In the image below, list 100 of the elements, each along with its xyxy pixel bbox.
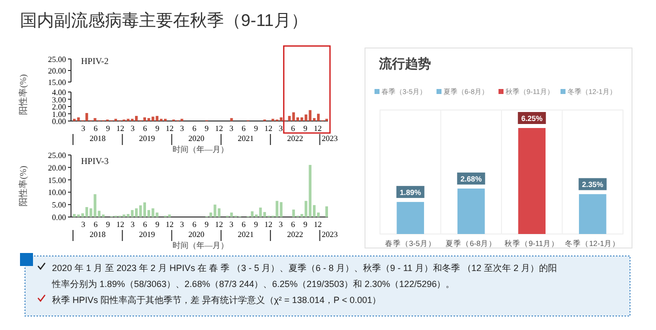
bar bbox=[77, 117, 80, 121]
x-tick-label: 9 bbox=[106, 220, 110, 229]
bar bbox=[130, 210, 134, 217]
x-tick-label: 9 bbox=[303, 220, 308, 229]
bar bbox=[85, 113, 88, 121]
bar bbox=[156, 212, 158, 217]
y-tick-label: 20.00 bbox=[48, 163, 66, 172]
text: 2019 bbox=[139, 134, 156, 143]
bar bbox=[218, 208, 220, 217]
x-tick-label: 3 bbox=[278, 220, 283, 229]
x-tick-label: 9 bbox=[155, 124, 160, 133]
bar bbox=[143, 202, 146, 217]
y-axis-title: 阳性率(%) bbox=[18, 166, 28, 206]
bar bbox=[135, 208, 138, 217]
chart-title: HPIV-2 bbox=[81, 56, 109, 66]
bar bbox=[325, 206, 328, 217]
bar bbox=[276, 200, 278, 217]
y-tick-label: 1.00 bbox=[52, 110, 66, 119]
y-axis-title: 阳性率(%) bbox=[18, 74, 28, 115]
bar bbox=[308, 164, 312, 217]
bar bbox=[126, 214, 130, 217]
y-tick-label: 2.00 bbox=[52, 102, 66, 112]
bar bbox=[304, 114, 308, 121]
x-tick-label: 9 bbox=[155, 220, 160, 229]
x-tick-label: 12 bbox=[166, 220, 174, 229]
bar bbox=[259, 208, 262, 217]
bar bbox=[135, 116, 138, 121]
x-tick-label: 9 bbox=[106, 124, 110, 133]
text: 2018 bbox=[90, 134, 106, 143]
x-tick-label: 9 bbox=[254, 124, 258, 133]
bar bbox=[317, 114, 320, 121]
x-tick-label: 3 bbox=[229, 220, 234, 229]
text: 2020 bbox=[188, 134, 204, 143]
x-tick-label: 6 bbox=[142, 124, 147, 133]
bar bbox=[230, 212, 233, 217]
chart-title: 流行趋势 bbox=[378, 56, 431, 71]
y-tick-label: 25.00 bbox=[48, 151, 66, 160]
text: 2023 bbox=[322, 134, 338, 143]
x-tick-label: 12 bbox=[264, 220, 272, 229]
x-tick-label: 3 bbox=[81, 220, 86, 229]
y-tick-label: 3.00 bbox=[52, 95, 66, 104]
x-tick-label: 3 bbox=[81, 124, 86, 133]
x-tick-label: 6 bbox=[291, 124, 296, 133]
x-tick-label: 3 bbox=[130, 124, 135, 133]
bar bbox=[250, 211, 254, 217]
text: 国内副流感病毒主要在秋季（9-11月） bbox=[20, 11, 308, 30]
chart-title: HPIV-3 bbox=[81, 156, 110, 166]
bar bbox=[214, 204, 216, 217]
bar bbox=[156, 116, 158, 121]
x-tick-label: 3 bbox=[180, 220, 184, 229]
bar bbox=[300, 117, 304, 121]
text: 2021 bbox=[238, 230, 254, 239]
text: 2023 bbox=[322, 230, 338, 239]
x-tick-label: 12 bbox=[116, 124, 124, 133]
x-tick-label: 12 bbox=[314, 124, 322, 133]
x-tick-label: 9 bbox=[254, 220, 258, 229]
bar bbox=[288, 116, 291, 121]
text: 2022 bbox=[287, 134, 304, 143]
x-tick-label: 6 bbox=[94, 220, 98, 229]
bar bbox=[85, 207, 88, 217]
text: 2019 bbox=[139, 230, 156, 239]
x-tick-label: 3 bbox=[229, 124, 234, 133]
x-axis-title: 时间（年—月） bbox=[172, 241, 228, 250]
text: 性率分别为 1.89%（58/3063）、2.68%（87/3 244）、6.25%（219/3503）和 2.30%（122/5296）。 bbox=[51, 279, 455, 289]
bar bbox=[147, 118, 150, 121]
x-tick-label: 3 bbox=[180, 124, 184, 133]
x-tick-label: 6 bbox=[142, 220, 147, 229]
bar bbox=[152, 116, 154, 121]
x-tick-label: 12 bbox=[264, 124, 272, 133]
x-tick-label: 9 bbox=[204, 124, 209, 133]
x-tick-label: 12 bbox=[215, 220, 224, 229]
y-tick-label: 0.00 bbox=[52, 213, 66, 222]
text: 2020 bbox=[188, 230, 204, 239]
y-tick-label: 15.00 bbox=[48, 176, 66, 185]
x-tick-label: 3 bbox=[130, 220, 135, 229]
text: 2018 bbox=[90, 230, 106, 239]
x-tick-label: 6 bbox=[242, 124, 246, 133]
bar bbox=[292, 112, 295, 121]
x-tick-label: 6 bbox=[94, 124, 98, 133]
y-tick-label: 10.00 bbox=[48, 188, 66, 198]
bar bbox=[308, 110, 312, 121]
bar bbox=[143, 117, 146, 121]
bar bbox=[73, 214, 76, 217]
x-tick-label: 6 bbox=[192, 124, 196, 133]
bar bbox=[280, 202, 282, 217]
y-tick-label: 5.00 bbox=[52, 200, 66, 210]
x-tick-label: 3 bbox=[278, 124, 283, 133]
y-tick-label: 4.00 bbox=[52, 88, 66, 97]
x-tick-label: 12 bbox=[314, 220, 322, 229]
x-tick-label: 9 bbox=[204, 220, 209, 229]
x-tick-label: 6 bbox=[291, 220, 296, 229]
bar bbox=[280, 117, 282, 121]
bar bbox=[292, 210, 295, 217]
bar bbox=[230, 118, 233, 121]
x-tick-label: 12 bbox=[215, 124, 224, 133]
y-tick-label: 0.00 bbox=[52, 117, 66, 126]
text: 秋季 HPIVs 阳性率高于其他季节，差 异有统计学意义（χ² = 138.014，P < 0.001） bbox=[52, 295, 382, 305]
bar bbox=[152, 208, 154, 217]
text: 2022 bbox=[287, 230, 304, 239]
x-tick-label: 9 bbox=[303, 124, 308, 133]
